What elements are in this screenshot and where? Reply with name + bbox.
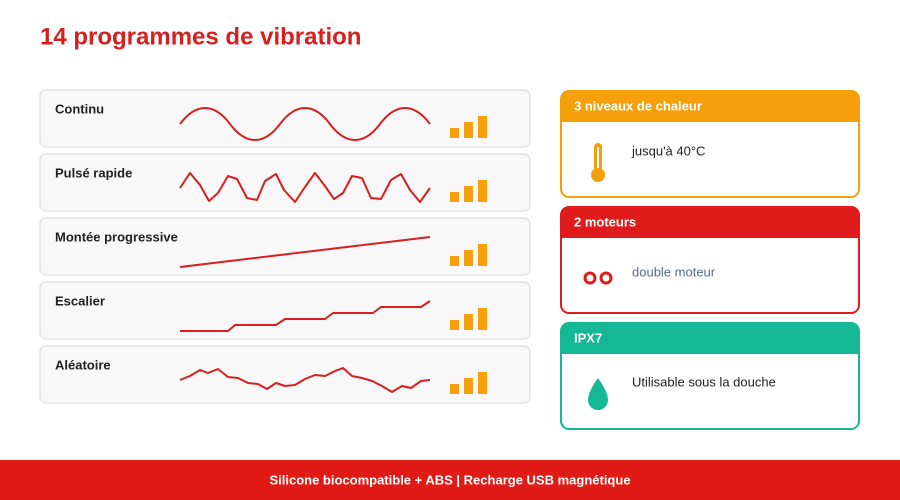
feature-text: Utilisable sous la douche: [632, 374, 776, 389]
program-row: [39, 345, 531, 404]
thermometer-icon: [591, 143, 605, 182]
feature-card: IPX7 Utilisable sous la douche: [560, 322, 860, 430]
intensity-icon: [450, 116, 487, 138]
waveform: [179, 172, 431, 203]
program-list: Continu Pulsé rapide Montée progressive …: [39, 89, 531, 404]
footer-bar: [0, 460, 900, 500]
water-drop-icon: [588, 378, 608, 410]
program-row: [39, 281, 531, 340]
feature-title: IPX7: [574, 330, 602, 345]
feature-card: 2 moteurs double moteur: [560, 206, 860, 314]
intensity-icon: [450, 244, 487, 266]
program-name: Continu: [55, 101, 104, 116]
waveform: [179, 107, 431, 141]
program-name: Montée progressive: [55, 229, 178, 244]
page-title: 14 programmes de vibration: [40, 23, 361, 50]
program-name: Pulsé rapide: [55, 165, 132, 180]
feature-text: jusqu'à 40°C: [631, 143, 705, 158]
intensity-icon: [450, 372, 487, 394]
waveform: [179, 236, 431, 268]
intensity-icon: [450, 308, 487, 330]
waveform: [179, 367, 431, 393]
feature-text: double moteur: [632, 264, 716, 279]
program-name: Escalier: [55, 293, 105, 308]
program-name: Aléatoire: [55, 357, 111, 372]
program-row: [39, 153, 531, 212]
motor-icon: [583, 271, 613, 285]
feature-title: 2 moteurs: [574, 214, 636, 229]
waveform: [180, 300, 431, 332]
feature-title: 3 niveaux de chaleur: [574, 98, 702, 113]
footer-text: Silicone biocompatible + ABS | Recharge …: [269, 472, 630, 487]
program-row: [39, 217, 531, 276]
feature-card: 3 niveaux de chaleur jusqu'à 40°C: [560, 90, 860, 198]
intensity-icon: [450, 180, 487, 202]
